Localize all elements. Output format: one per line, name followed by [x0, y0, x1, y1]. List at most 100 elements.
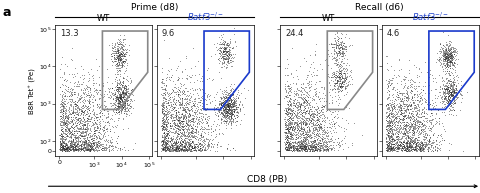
Point: [299, 144, 306, 147]
Point: [163, 113, 171, 116]
Point: [446, 56, 454, 59]
Point: [79, 110, 86, 113]
Point: [110, 54, 118, 57]
Point: [211, 103, 218, 106]
Point: [450, 81, 457, 84]
Point: [330, 37, 338, 40]
Point: [216, 41, 224, 44]
Point: [182, 110, 190, 113]
Point: [126, 98, 133, 101]
Point: [160, 148, 168, 152]
Point: [389, 128, 396, 131]
Point: [88, 143, 96, 146]
Point: [337, 50, 345, 53]
Point: [335, 72, 342, 75]
Point: [163, 91, 171, 94]
Point: [404, 145, 412, 148]
Point: [224, 105, 231, 108]
Point: [297, 144, 304, 147]
Point: [88, 109, 96, 113]
Point: [281, 120, 289, 123]
Point: [287, 149, 295, 152]
Point: [300, 129, 308, 132]
Point: [163, 133, 170, 136]
Point: [443, 56, 450, 59]
Point: [295, 145, 303, 148]
Point: [400, 134, 408, 137]
Point: [307, 140, 315, 143]
Point: [444, 89, 452, 92]
Point: [196, 128, 204, 131]
Point: [62, 143, 70, 146]
Point: [122, 91, 130, 94]
Point: [403, 104, 411, 107]
Point: [221, 117, 229, 120]
Point: [65, 147, 72, 150]
Point: [166, 125, 173, 128]
Point: [287, 112, 295, 115]
Point: [159, 95, 167, 98]
Point: [174, 134, 182, 137]
Point: [318, 128, 326, 131]
Point: [69, 138, 77, 141]
Point: [294, 143, 301, 146]
Point: [301, 139, 309, 142]
Point: [452, 94, 460, 97]
Point: [442, 85, 450, 88]
Point: [307, 148, 314, 151]
Point: [329, 74, 337, 78]
Point: [177, 131, 185, 134]
Point: [408, 114, 415, 117]
Point: [60, 146, 67, 149]
Point: [198, 126, 205, 129]
Point: [423, 119, 431, 122]
Point: [171, 93, 179, 96]
Point: [395, 142, 403, 145]
Point: [408, 147, 416, 151]
Point: [391, 147, 398, 151]
Point: [425, 137, 433, 140]
Point: [334, 51, 341, 54]
Point: [116, 93, 124, 96]
Point: [60, 148, 67, 151]
Point: [223, 111, 231, 114]
Point: [428, 107, 435, 110]
Point: [57, 114, 64, 117]
Point: [169, 110, 177, 113]
Point: [201, 132, 208, 135]
Point: [393, 130, 400, 133]
Point: [230, 104, 238, 107]
Point: [420, 147, 427, 150]
Point: [289, 149, 297, 152]
Point: [159, 147, 167, 150]
Point: [398, 115, 406, 118]
Point: [318, 108, 326, 111]
Point: [168, 139, 176, 142]
Point: [302, 101, 310, 104]
Point: [65, 149, 72, 152]
Point: [196, 141, 204, 144]
Point: [158, 116, 166, 119]
Point: [287, 134, 294, 137]
Point: [112, 66, 120, 69]
Point: [384, 123, 392, 126]
Point: [300, 93, 307, 96]
Point: [204, 142, 212, 145]
Point: [343, 84, 350, 87]
Point: [420, 129, 428, 132]
Point: [444, 54, 451, 57]
Point: [285, 145, 293, 148]
Point: [445, 47, 453, 50]
Point: [327, 136, 335, 140]
Point: [83, 134, 90, 137]
Point: [414, 145, 421, 148]
Point: [295, 117, 302, 120]
Point: [174, 148, 182, 151]
Point: [229, 109, 237, 112]
Point: [331, 50, 338, 53]
Point: [297, 135, 305, 138]
Point: [334, 73, 342, 76]
Point: [393, 129, 401, 132]
Point: [221, 49, 228, 52]
Point: [159, 143, 167, 146]
